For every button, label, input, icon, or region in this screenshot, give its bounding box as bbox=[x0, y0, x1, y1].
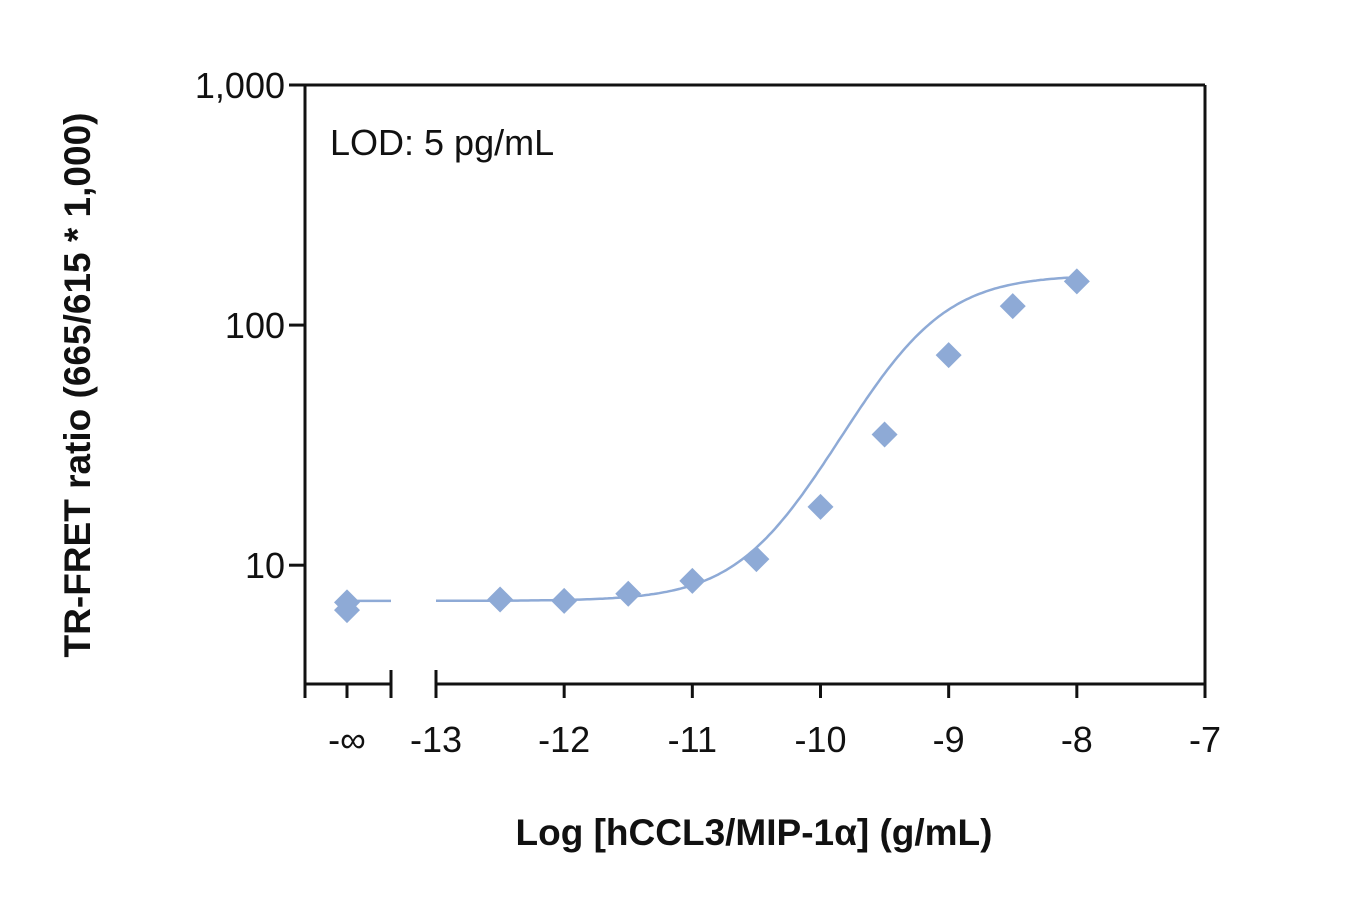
data-point-zero-dose bbox=[334, 597, 360, 624]
x-tick-label: -12 bbox=[538, 719, 590, 760]
plot-frame bbox=[303, 83, 1207, 698]
x-axis-title: Log [hCCL3/MIP-1α] (g/mL) bbox=[516, 812, 993, 853]
data-point bbox=[1063, 268, 1090, 295]
data-point bbox=[615, 580, 642, 607]
y-tick-label: 1,000 bbox=[195, 65, 285, 106]
data-point bbox=[551, 587, 578, 614]
x-tick-label-neg-infinity: -∞ bbox=[328, 719, 366, 760]
x-tick-label: -7 bbox=[1189, 719, 1221, 760]
data-point bbox=[935, 342, 962, 369]
data-point bbox=[871, 421, 898, 448]
y-tick-label: 10 bbox=[245, 545, 285, 586]
x-tick-label: -13 bbox=[410, 719, 462, 760]
lod-annotation: LOD: 5 pg/mL bbox=[330, 122, 554, 163]
data-point bbox=[999, 293, 1026, 320]
data-point bbox=[679, 567, 706, 594]
x-tick-label: -8 bbox=[1061, 719, 1093, 760]
data-point bbox=[807, 493, 834, 520]
x-tick-label: -9 bbox=[933, 719, 965, 760]
fit-curve-layer bbox=[347, 275, 1077, 603]
data-point bbox=[487, 586, 514, 613]
x-tick-label: -11 bbox=[668, 719, 717, 760]
data-points-layer bbox=[334, 268, 1090, 624]
y-tick-label: 100 bbox=[225, 305, 285, 346]
y-axis-title: TR-FRET ratio (665/615 * 1,000) bbox=[57, 113, 98, 658]
axis-ticks-layer: -∞ -13 -12 -11 -10 -9 -8 -7 10 100 1,000 bbox=[195, 65, 1221, 760]
x-tick-label: -10 bbox=[794, 719, 846, 760]
data-point bbox=[743, 546, 770, 573]
